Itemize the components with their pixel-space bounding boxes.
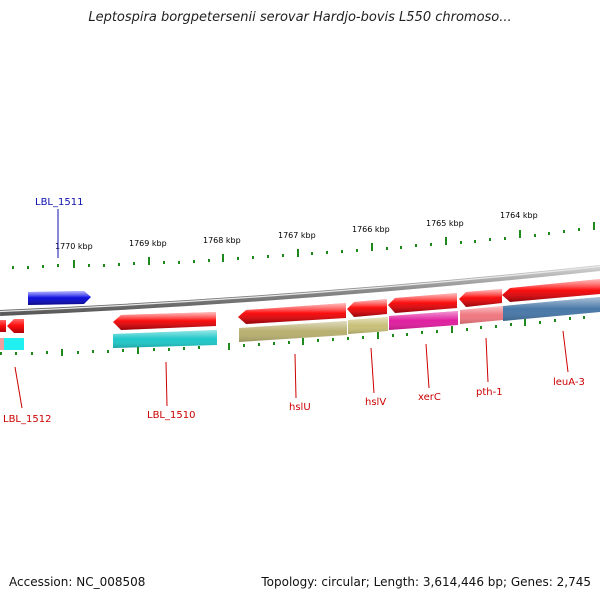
cds-reverse-leuA-3[interactable]: [502, 279, 600, 302]
gene-label-lbl-1512: LBL_1512: [3, 414, 51, 425]
map-title: Leptospira borgpetersenii serovar Hardjo…: [88, 10, 512, 25]
tick-label-1769: 1769 kbp: [129, 239, 167, 248]
cds-reverse-hslU[interactable]: [238, 303, 346, 324]
genome-stats-text: Topology: circular; Length: 3,614,446 bp…: [261, 575, 591, 589]
tick-label-1766: 1766 kbp: [352, 225, 390, 234]
tick-label-1764: 1764 kbp: [500, 211, 538, 220]
tick-label-1768: 1768 kbp: [203, 236, 241, 245]
cds-reverse-lbl-1510[interactable]: [113, 312, 216, 330]
gene-label-xerC: xerC: [418, 392, 441, 403]
gene-labels: LBL_1511 LBL_1512 LBL_1510 hslU hslV xer…: [3, 197, 585, 425]
cds-reverse-hslV[interactable]: [347, 299, 387, 317]
label-leaders: [14, 209, 569, 409]
cds-forward-lbl-1511[interactable]: [28, 291, 91, 305]
outer-ruler: [12, 222, 595, 269]
gene-label-leuA-3: leuA-3: [553, 377, 585, 388]
cds-reverse-pth-1[interactable]: [459, 289, 502, 307]
cds-reverse-lbl-1512[interactable]: [0, 319, 24, 333]
tick-label-1765: 1765 kbp: [426, 219, 464, 228]
gene-label-lbl-1511: LBL_1511: [35, 197, 83, 208]
accession-text: Accession: NC_008508: [9, 575, 146, 589]
inner-ruler: [0, 316, 585, 356]
ruler-tick-labels: 1770 kbp 1769 kbp 1768 kbp 1767 kbp 1766…: [55, 211, 538, 251]
protein-bar-lbl-1512-b: [4, 338, 24, 350]
gene-label-hslV: hslV: [365, 397, 386, 408]
gene-label-pth-1: pth-1: [476, 387, 503, 398]
tick-label-1770: 1770 kbp: [55, 242, 93, 251]
protein-bar-lbl-1512-a: [0, 338, 4, 350]
tick-label-1767: 1767 kbp: [278, 231, 316, 240]
gene-label-lbl-1510: LBL_1510: [147, 410, 195, 421]
protein-bars: [0, 297, 600, 350]
gene-label-hslU: hslU: [289, 402, 311, 413]
chromosome-backbone: [0, 265, 600, 316]
cds-reverse-xerC[interactable]: [388, 293, 457, 313]
